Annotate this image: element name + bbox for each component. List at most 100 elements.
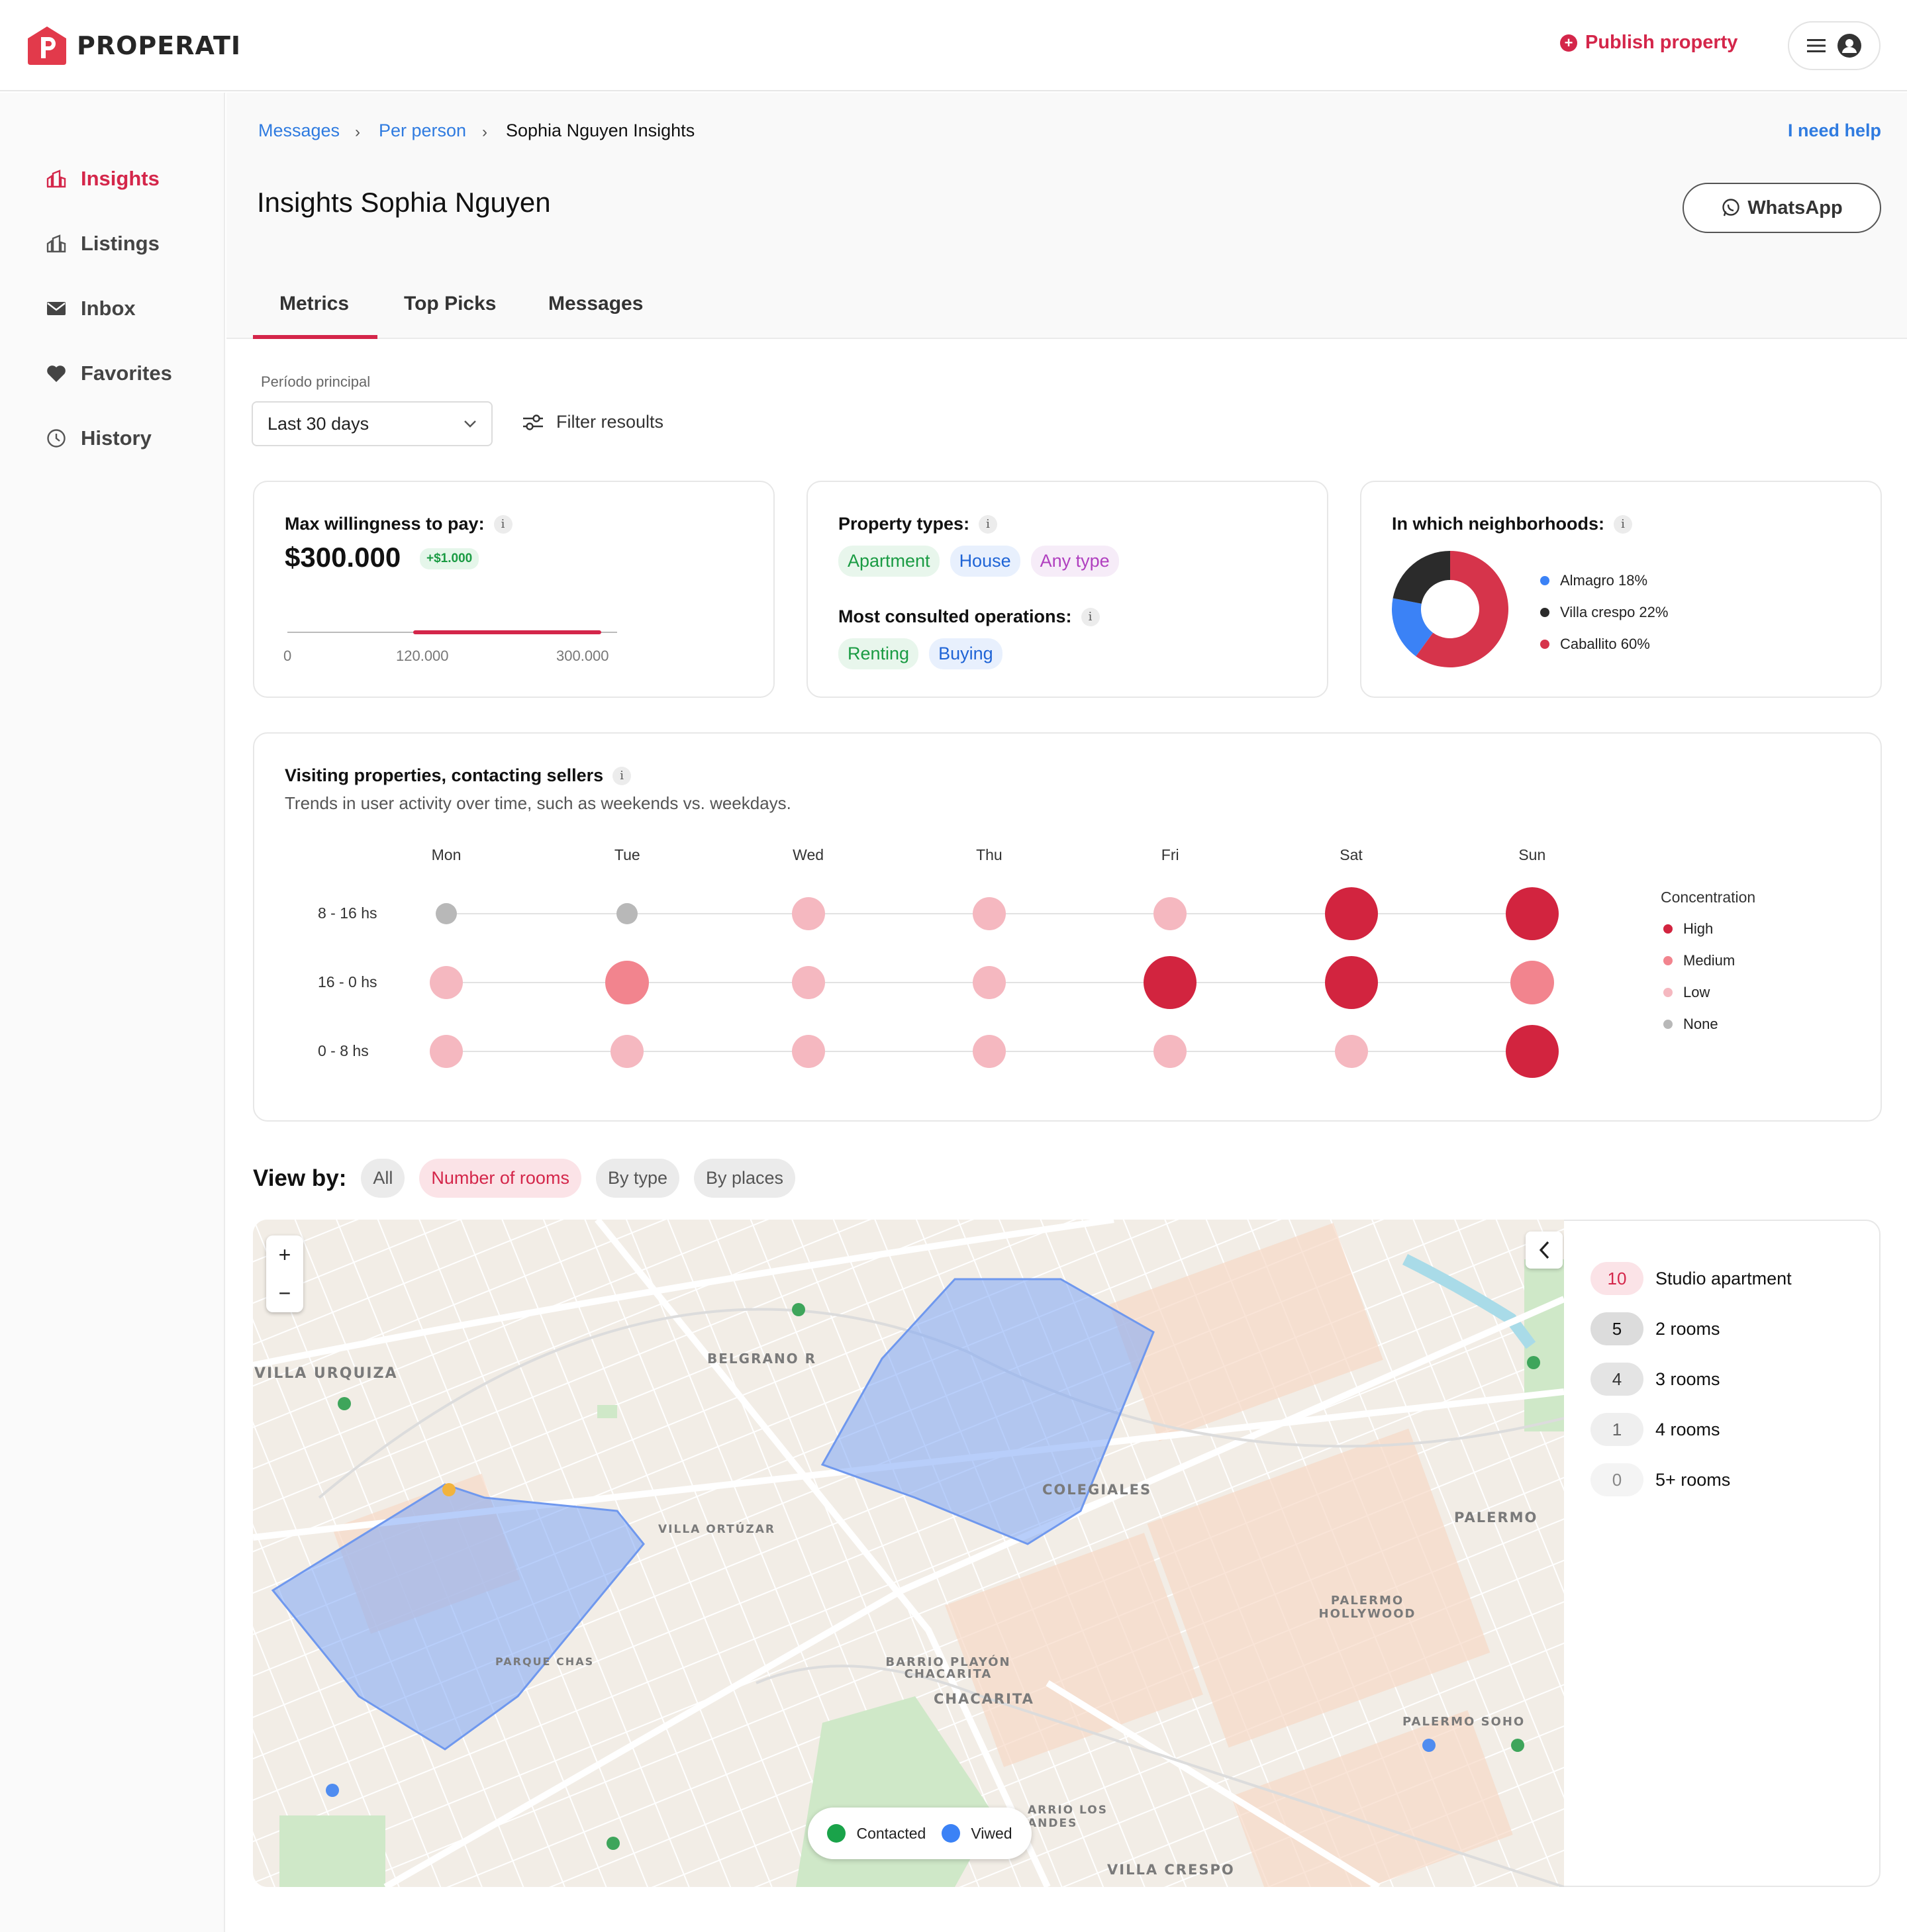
- sidebar-item-history[interactable]: History: [46, 426, 152, 450]
- user-icon: [1837, 34, 1861, 58]
- chip-apartment[interactable]: Apartment: [838, 546, 940, 577]
- willingness-card: Max willingness to pay: i $300.000 +$1.0…: [253, 481, 775, 698]
- chip-any-type[interactable]: Any type: [1030, 546, 1119, 577]
- activity-bubble[interactable]: [1324, 956, 1378, 1009]
- activity-bubble[interactable]: [972, 966, 1006, 999]
- map-label-colegiales: COLEGIALES: [1042, 1482, 1152, 1498]
- breadcrumb-messages[interactable]: Messages: [258, 121, 340, 140]
- activity-bubble[interactable]: [1510, 961, 1554, 1004]
- whatsapp-label: WhatsApp: [1747, 197, 1843, 218]
- hamburger-icon: [1807, 39, 1826, 52]
- activity-bubble[interactable]: [1505, 887, 1559, 940]
- chip-house[interactable]: House: [950, 546, 1020, 577]
- sidebar-item-insights[interactable]: Insights: [46, 167, 160, 191]
- info-icon[interactable]: i: [493, 514, 513, 534]
- activity-bubble[interactable]: [616, 903, 638, 924]
- activity-bubble[interactable]: [1505, 1025, 1559, 1078]
- view-by-type[interactable]: By type: [595, 1159, 679, 1198]
- activity-bubble[interactable]: [1153, 897, 1187, 930]
- period-select[interactable]: Last 30 days: [252, 401, 493, 446]
- map[interactable]: VILLA URQUIZA BELGRANO R COLEGIALES VILL…: [253, 1220, 1564, 1887]
- info-icon[interactable]: i: [1081, 607, 1100, 626]
- legend-low: Low: [1663, 984, 1710, 1001]
- tab-top-picks[interactable]: Top Picks: [404, 293, 497, 314]
- legend-almagro: Almagro 18%: [1540, 572, 1647, 589]
- zoom-in-button[interactable]: +: [278, 1242, 291, 1267]
- top-bar: PROPERATI + Publish property: [0, 0, 1907, 91]
- viewed-dot: [942, 1824, 961, 1843]
- user-menu-button[interactable]: [1788, 21, 1881, 70]
- chevron-down-icon: [464, 420, 476, 428]
- room-row-2-rooms[interactable]: 5 2 rooms: [1590, 1312, 1720, 1345]
- page-title: Insights Sophia Nguyen: [257, 187, 551, 218]
- info-icon[interactable]: i: [979, 514, 998, 534]
- room-row-4-rooms[interactable]: 1 4 rooms: [1590, 1413, 1720, 1446]
- heart-icon: [46, 363, 66, 383]
- sidebar: Insights Listings Inbox Favorites Histor…: [0, 93, 225, 1932]
- view-by-all[interactable]: All: [361, 1159, 405, 1198]
- publish-property-button[interactable]: + Publish property: [1560, 32, 1737, 54]
- willingness-title: Max willingness to pay: i: [285, 514, 513, 534]
- activity-bubble[interactable]: [972, 1035, 1006, 1068]
- activity-bubble[interactable]: [1334, 1035, 1368, 1068]
- room-row-5-plus-rooms[interactable]: 0 5+ rooms: [1590, 1463, 1730, 1496]
- day-label: Wed: [793, 846, 824, 863]
- activity-bubble[interactable]: [430, 1035, 463, 1068]
- legend-dot: [1663, 1020, 1673, 1029]
- price-range-fill: [413, 630, 602, 634]
- map-label-palermo-hollywood: PALERMO HOLLYWOOD: [1318, 1594, 1416, 1621]
- legend-dot: [1540, 640, 1549, 649]
- tab-metrics[interactable]: Metrics: [279, 293, 350, 314]
- activity-bubble[interactable]: [972, 897, 1006, 930]
- info-icon[interactable]: i: [1613, 514, 1632, 534]
- legend-dot: [1663, 988, 1673, 997]
- map-canvas: [253, 1220, 1564, 1887]
- map-label-barrio-los-andes: ARRIO LOS ANDES: [1028, 1804, 1108, 1830]
- info-icon[interactable]: i: [612, 766, 632, 785]
- zoom-out-button[interactable]: −: [278, 1280, 291, 1305]
- legend-viewed: Viwed: [971, 1824, 1012, 1842]
- view-by-number-of-rooms[interactable]: Number of rooms: [419, 1159, 581, 1198]
- activity-bubble[interactable]: [791, 966, 825, 999]
- chip-buying[interactable]: Buying: [929, 638, 1002, 669]
- time-slot-label: 0 - 8 hs: [318, 1042, 369, 1059]
- activity-bubble[interactable]: [430, 966, 463, 999]
- room-label: Studio apartment: [1655, 1268, 1792, 1288]
- sidebar-item-favorites[interactable]: Favorites: [46, 362, 172, 385]
- property-type-chips: Apartment House Any type: [838, 546, 1130, 577]
- chip-renting[interactable]: Renting: [838, 638, 919, 669]
- sidebar-item-listings[interactable]: Listings: [46, 232, 160, 256]
- activity-bubble[interactable]: [1153, 1035, 1187, 1068]
- room-row-3-rooms[interactable]: 4 3 rooms: [1590, 1363, 1720, 1396]
- view-by-bar: View by: All Number of rooms By type By …: [253, 1159, 796, 1198]
- activity-bubble[interactable]: [791, 897, 825, 930]
- sidebar-item-inbox[interactable]: Inbox: [46, 297, 136, 320]
- brand-logo[interactable]: PROPERATI: [26, 25, 241, 66]
- activity-bubble[interactable]: [611, 1035, 644, 1068]
- tab-messages[interactable]: Messages: [548, 293, 644, 314]
- willingness-delta-badge: +$1.000: [420, 548, 479, 569]
- filter-results-button[interactable]: Filter resoults: [522, 412, 663, 432]
- activity-bubble[interactable]: [605, 961, 650, 1004]
- breadcrumb-per-person[interactable]: Per person: [379, 121, 467, 140]
- legend-contacted: Contacted: [856, 1824, 926, 1842]
- activity-bubble[interactable]: [1324, 887, 1378, 940]
- collapse-panel-button[interactable]: [1526, 1232, 1563, 1269]
- day-label: Sun: [1518, 846, 1546, 863]
- sidebar-item-label: History: [81, 426, 152, 450]
- room-row-studio[interactable]: 10 Studio apartment: [1590, 1262, 1792, 1295]
- publish-property-label: Publish property: [1585, 32, 1738, 53]
- activity-bubble[interactable]: [436, 903, 457, 924]
- view-by-label: View by:: [253, 1165, 347, 1191]
- whatsapp-button[interactable]: WhatsApp: [1683, 183, 1881, 233]
- range-label-min: 0: [283, 648, 292, 664]
- neighborhoods-title: In which neighborhoods: i: [1392, 514, 1632, 534]
- neighborhoods-donut-chart: [1392, 551, 1508, 667]
- help-link[interactable]: I need help: [1788, 121, 1882, 140]
- property-types-card: Property types: i Apartment House Any type…: [807, 481, 1328, 698]
- activity-bubble[interactable]: [791, 1035, 825, 1068]
- neighborhoods-card: In which neighborhoods: i Almagro 18% Vi…: [1360, 481, 1882, 698]
- sidebar-item-label: Inbox: [81, 297, 136, 320]
- view-by-places[interactable]: By places: [694, 1159, 796, 1198]
- activity-bubble[interactable]: [1144, 956, 1197, 1009]
